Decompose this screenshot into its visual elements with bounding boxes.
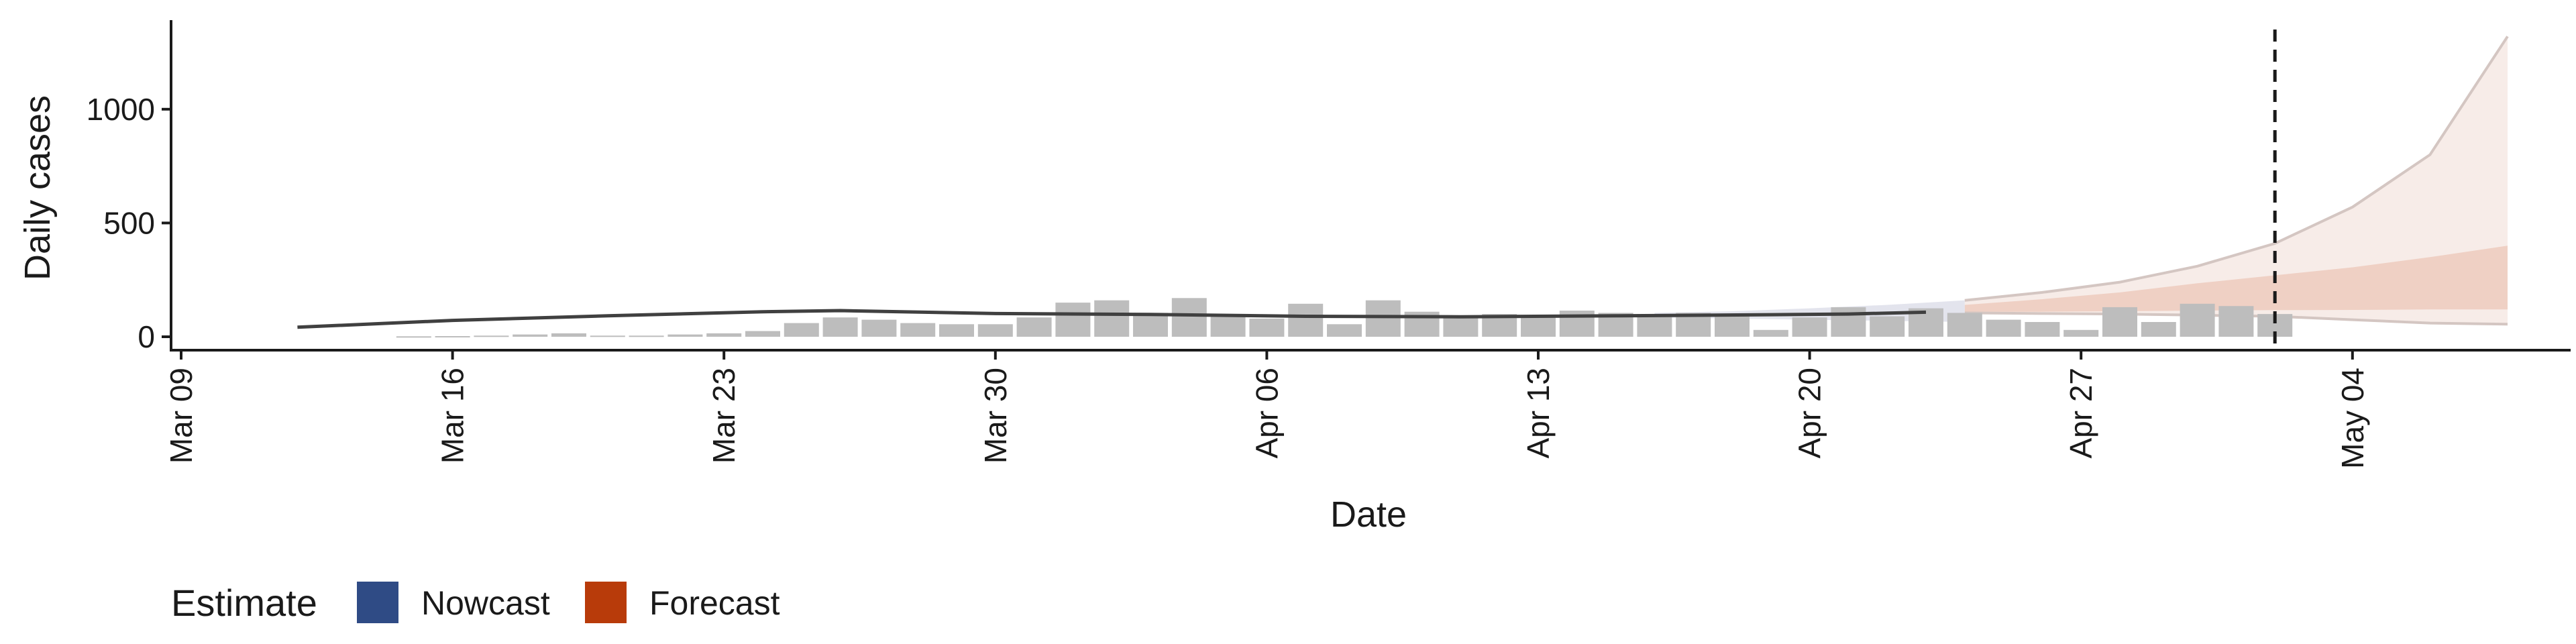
case-bar [861, 319, 897, 337]
x-tick-label: Mar 30 [978, 368, 1013, 464]
case-bar [551, 333, 586, 337]
case-bar [1249, 318, 1285, 337]
case-bar [1753, 329, 1788, 337]
case-bar [1870, 316, 1905, 337]
case-bar [629, 335, 664, 337]
x-tick-label: Mar 16 [435, 368, 470, 464]
x-axis-ticks: Mar 09 Mar 16 Mar 23 Mar 30 Apr 06 Apr 13 Apr … [164, 350, 2370, 469]
x-tick-label: Mar 09 [164, 368, 199, 464]
case-bar [1210, 314, 1246, 337]
case-bar [1055, 303, 1091, 337]
reported-cases-bars [396, 298, 2293, 338]
y-tick-label: 1000 [87, 92, 155, 127]
case-bar [706, 333, 742, 337]
x-axis-title: Date [1330, 494, 1407, 535]
case-bar [1171, 298, 1207, 337]
legend: Estimate Nowcast Forecast [171, 582, 780, 624]
legend-title: Estimate [171, 582, 317, 624]
y-axis-ticks: 0 500 1000 [87, 92, 171, 354]
x-tick-label: Mar 23 [706, 368, 741, 464]
case-bar [396, 336, 431, 338]
case-bar [474, 335, 509, 337]
case-bar [1792, 317, 1827, 337]
case-bar [1715, 316, 1750, 337]
case-bar [1986, 319, 2021, 337]
case-bar [822, 317, 858, 337]
case-bar [1327, 324, 1362, 337]
estimate-line [297, 309, 1927, 329]
case-bar [2218, 306, 2254, 337]
case-bar [435, 336, 470, 337]
x-tick-label: Apr 20 [1792, 368, 1827, 459]
legend-label-nowcast: Nowcast [421, 584, 550, 622]
case-bar [1443, 317, 1479, 337]
x-tick-label: Apr 27 [2063, 368, 2098, 459]
case-bar [1637, 315, 1672, 337]
forecast-bands [1964, 36, 2509, 326]
legend-swatch-forecast [585, 582, 627, 623]
case-bar [977, 324, 1013, 337]
case-bar [2180, 303, 2215, 337]
case-bar [667, 334, 703, 337]
case-bar [745, 331, 780, 337]
case-bar [1521, 315, 1556, 337]
case-bar [1831, 307, 1866, 337]
case-bar [2063, 329, 2099, 337]
case-bar [2102, 307, 2137, 337]
case-bar [1133, 313, 1168, 337]
axes [170, 20, 2571, 352]
case-bar [1094, 300, 1130, 337]
case-bar [513, 334, 548, 337]
x-tick-label: Apr 13 [1521, 368, 1556, 459]
case-bar [1288, 303, 1324, 337]
y-tick-label: 500 [103, 205, 155, 240]
forecast-band-50 [1964, 246, 2508, 312]
case-bar [900, 323, 936, 337]
case-bar [1947, 313, 1982, 337]
x-tick-label: Apr 06 [1249, 368, 1284, 459]
case-bar [1365, 300, 1401, 337]
forecast-upper-edge [1964, 36, 2509, 302]
x-tick-label: May 04 [2335, 368, 2370, 469]
case-bar [784, 323, 819, 337]
y-tick-label: 0 [138, 319, 155, 354]
estimate-line-group [297, 309, 1927, 329]
case-bar [590, 335, 625, 337]
case-bar [2025, 322, 2060, 337]
case-bar [2141, 322, 2176, 337]
legend-swatch-nowcast [357, 582, 398, 623]
case-bar [1016, 317, 1052, 337]
case-bar [939, 324, 974, 337]
legend-label-forecast: Forecast [649, 584, 780, 622]
forecast-band-90 [1964, 36, 2508, 325]
y-axis-title: Daily cases [17, 95, 58, 280]
